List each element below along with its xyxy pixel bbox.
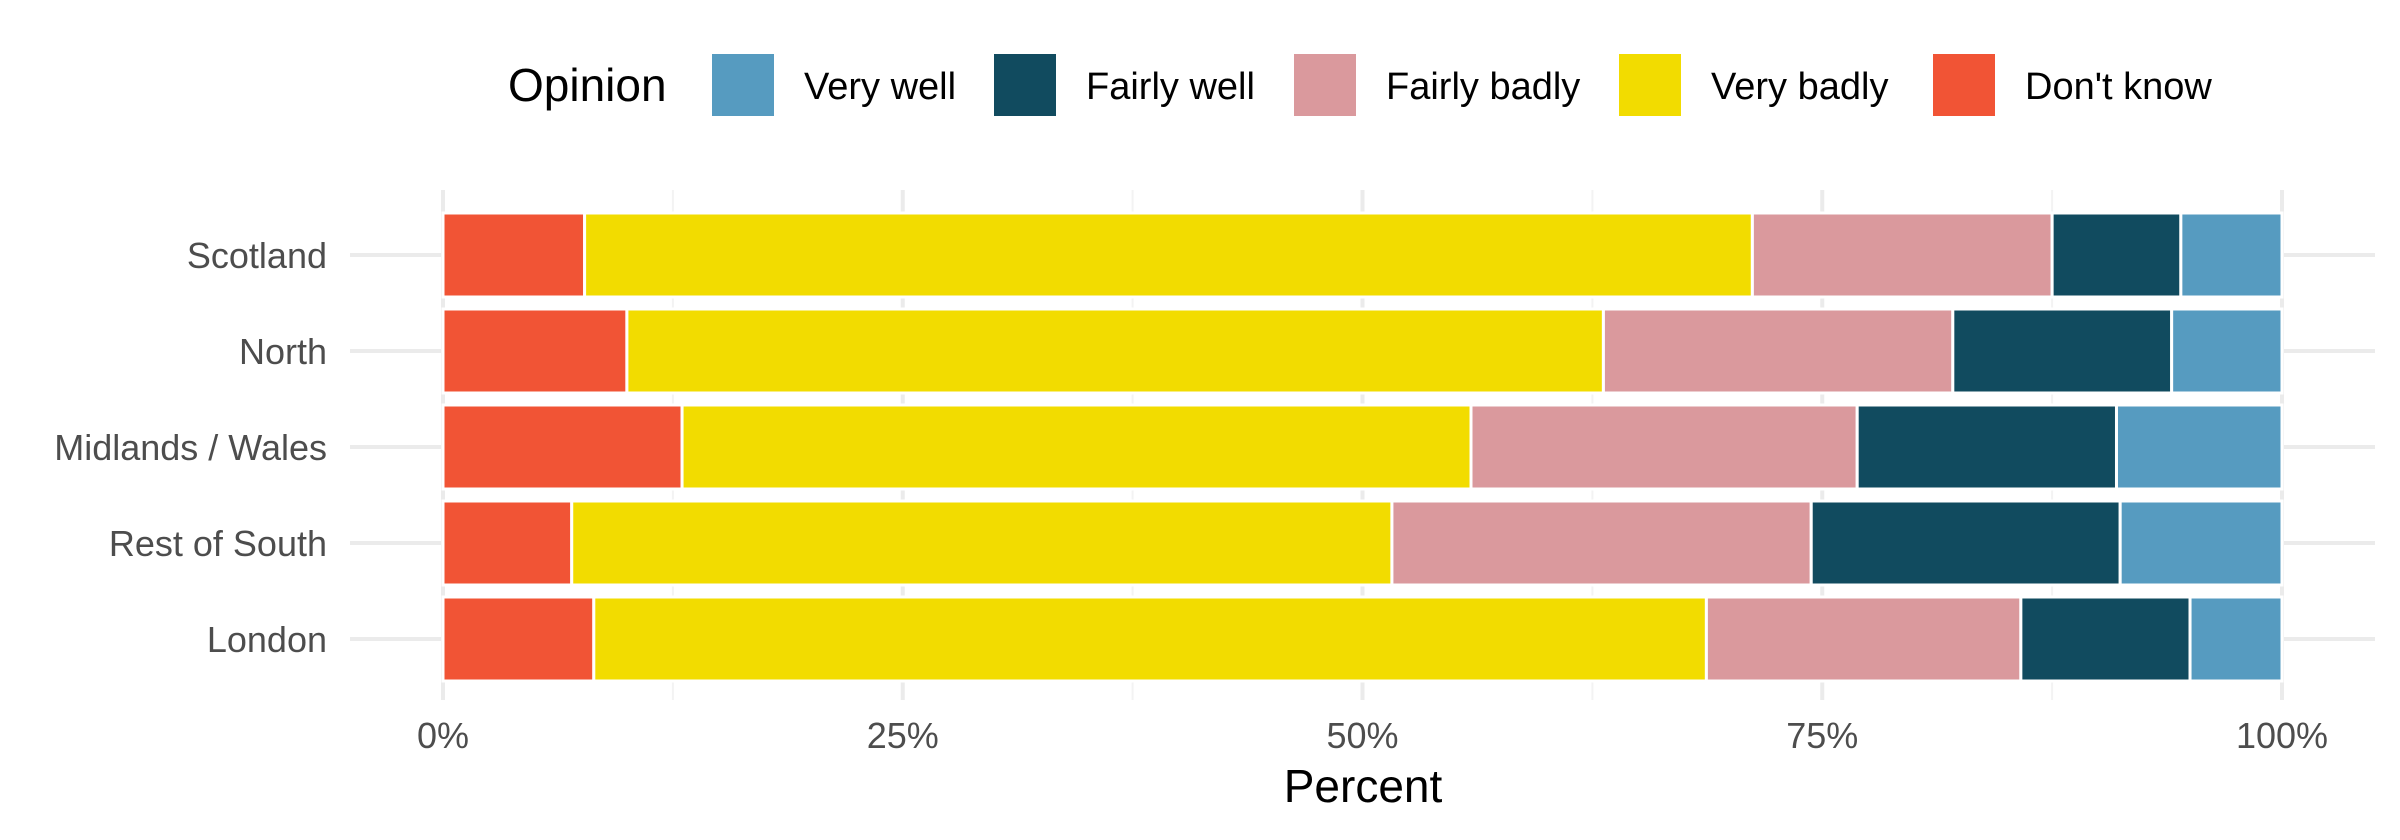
bar-scotland-fairly-well (2050, 211, 2183, 299)
legend-label: Fairly badly (1386, 66, 1580, 108)
legend-title: Opinion (508, 59, 667, 111)
bar-north-fairly-well (1951, 307, 2174, 395)
bar-rest-of-south-fairly-well (1809, 499, 2122, 587)
y-tick-label: Midlands / Wales (54, 427, 327, 468)
bar-midlands-wales-fairly-badly (1469, 403, 1859, 491)
bar-scotland-don-t-know (441, 211, 587, 299)
y-tick-label: London (207, 619, 327, 660)
bar-north-don-t-know (441, 307, 629, 395)
legend: Opinion Very well Fairly well Fairly badly… (508, 54, 2212, 116)
bar-midlands-wales-don-t-know (441, 403, 684, 491)
y-tick-label: Scotland (187, 235, 327, 276)
bar-north-fairly-badly (1601, 307, 1955, 395)
legend-label: Very well (804, 66, 956, 108)
bars (441, 211, 2284, 683)
y-tick-label: North (239, 331, 327, 372)
bar-scotland-very-badly (583, 211, 1754, 299)
x-tick-label: 0% (417, 715, 469, 756)
legend-key-very-well (712, 54, 774, 116)
bar-rest-of-south-very-well (2118, 499, 2284, 587)
x-axis-labels: 0% 25% 50% 75% 100% (417, 715, 2328, 756)
bar-scotland-very-well (2179, 211, 2284, 299)
legend-key-fairly-badly (1294, 54, 1356, 116)
x-tick-label: 25% (867, 715, 939, 756)
bar-north-very-well (2170, 307, 2284, 395)
x-tick-label: 50% (1326, 715, 1398, 756)
x-axis-title: Percent (1284, 760, 1443, 812)
y-axis-labels: Scotland North Midlands / Wales Rest of Sou… (54, 235, 327, 660)
bar-london-fairly-badly (1704, 595, 2023, 683)
bar-london-don-t-know (441, 595, 596, 683)
bar-midlands-wales-very-badly (680, 403, 1473, 491)
legend-label: Don't know (2025, 66, 2212, 108)
bar-midlands-wales-very-well (2114, 403, 2284, 491)
legend-key-don-t-know (1933, 54, 1995, 116)
bar-midlands-wales-fairly-well (1855, 403, 2118, 491)
legend-label: Fairly well (1086, 66, 1255, 108)
legend-key-very-badly (1619, 54, 1681, 116)
bar-rest-of-south-don-t-know (441, 499, 574, 587)
bar-rest-of-south-fairly-badly (1390, 499, 1813, 587)
x-tick-label: 75% (1786, 715, 1858, 756)
y-tick-label: Rest of South (109, 523, 327, 564)
bar-scotland-fairly-badly (1750, 211, 2054, 299)
legend-label: Very badly (1711, 66, 1888, 108)
bar-north-very-badly (625, 307, 1605, 395)
x-tick-label: 100% (2236, 715, 2328, 756)
bar-london-fairly-well (2019, 595, 2192, 683)
bar-rest-of-south-very-badly (570, 499, 1394, 587)
bar-london-very-well (2188, 595, 2284, 683)
legend-key-fairly-well (994, 54, 1056, 116)
bar-london-very-badly (592, 595, 1708, 683)
